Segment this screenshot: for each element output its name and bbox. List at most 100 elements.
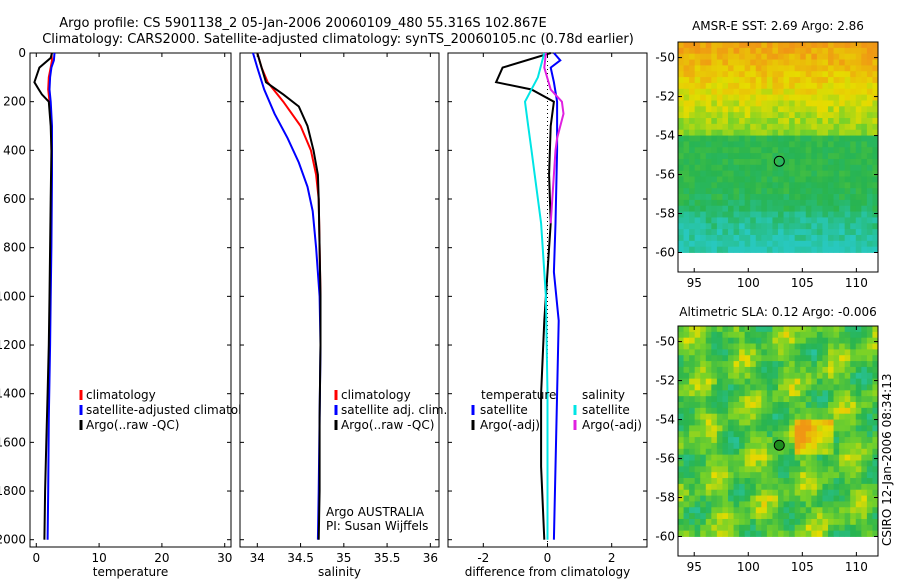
heatmap-cell <box>828 524 834 532</box>
heatmap-cell <box>700 188 707 195</box>
heatmap-cell <box>761 42 768 49</box>
heatmap-cell <box>822 530 829 537</box>
heatmap-cell <box>789 518 796 526</box>
heatmap-cell <box>716 100 723 107</box>
heatmap-cell <box>850 478 857 485</box>
heatmap-cell <box>839 217 846 224</box>
heatmap-cell <box>816 489 823 496</box>
heatmap-cell <box>733 194 740 201</box>
heatmap-cell <box>778 71 784 78</box>
heatmap-cell <box>844 460 851 467</box>
heatmap-cell <box>755 501 762 508</box>
heatmap-cell <box>716 413 723 420</box>
heatmap-cell <box>833 77 840 84</box>
heatmap-cell <box>789 94 796 101</box>
heatmap-cell <box>700 448 707 456</box>
heatmap-cell <box>694 123 701 131</box>
heatmap-cell <box>833 240 840 248</box>
heatmap-cell <box>805 495 812 502</box>
heatmap-cell <box>828 466 834 473</box>
heatmap-cell <box>711 448 718 456</box>
heatmap-cell <box>800 82 807 90</box>
heatmap-cell <box>694 158 701 166</box>
heatmap-cell <box>739 71 746 78</box>
heatmap-cell <box>861 378 868 385</box>
heatmap-cell <box>828 176 834 183</box>
heatmap-cell <box>678 349 684 356</box>
heatmap-cell <box>778 378 784 385</box>
heatmap-cell <box>761 170 768 177</box>
heatmap-cell <box>822 141 829 148</box>
heatmap-cell <box>778 211 784 218</box>
heatmap-cell <box>800 240 807 248</box>
heatmap-cell <box>844 442 851 450</box>
heatmap-cell <box>844 396 851 403</box>
heatmap-cell <box>705 47 712 55</box>
heatmap-cell <box>728 147 734 154</box>
heatmap-cell <box>761 47 768 55</box>
heatmap-cell <box>750 378 757 385</box>
heatmap-cell <box>872 59 879 66</box>
heatmap-cell <box>744 123 751 131</box>
heatmap-cell <box>750 507 757 514</box>
heatmap-cell <box>794 331 801 339</box>
heatmap-cell <box>761 390 768 397</box>
heatmap-cell <box>861 240 868 248</box>
heatmap-cell <box>839 82 846 90</box>
heatmap-cell <box>822 407 829 415</box>
heatmap-cell <box>678 182 684 189</box>
heatmap-cell <box>772 240 779 248</box>
heatmap-cell <box>794 489 801 496</box>
heatmap-cell <box>850 182 857 189</box>
heatmap-cell <box>700 211 707 218</box>
heatmap-cell <box>678 77 684 84</box>
heatmap-cell <box>844 355 851 362</box>
heatmap-cell <box>683 141 690 148</box>
heatmap-cell <box>683 123 690 131</box>
heatmap-cell <box>755 246 762 253</box>
heatmap-cell <box>866 82 873 90</box>
heatmap-cell <box>861 483 868 491</box>
heatmap-cell <box>839 466 846 473</box>
heatmap-cell <box>700 361 707 368</box>
heatmap-cell <box>828 88 834 96</box>
heatmap-cell <box>794 223 801 230</box>
heatmap-cell <box>855 135 862 142</box>
heatmap-cell <box>805 472 812 479</box>
heatmap-cell <box>772 431 779 438</box>
heatmap-cell <box>694 65 701 72</box>
heatmap-cell <box>766 106 773 113</box>
heatmap-cell <box>822 223 829 230</box>
heatmap-cell <box>789 337 796 344</box>
heatmap-cell <box>689 88 696 96</box>
heatmap-cell <box>833 466 840 473</box>
heatmap-cell <box>700 141 707 148</box>
heatmap-cell <box>766 361 773 368</box>
heatmap-cell <box>705 361 712 368</box>
heatmap-cell <box>833 366 840 374</box>
heatmap-cell <box>794 106 801 113</box>
heatmap-cell <box>683 240 690 248</box>
heatmap-cell <box>766 240 773 248</box>
heatmap-cell <box>750 194 757 201</box>
heatmap-cell <box>805 431 812 438</box>
heatmap-cell <box>805 42 812 49</box>
heatmap-cell <box>855 337 862 344</box>
heatmap-cell <box>678 355 684 362</box>
heatmap-cell <box>761 94 768 101</box>
heatmap-cell <box>678 472 684 479</box>
heatmap-cell <box>683 129 690 136</box>
heatmap-cell <box>733 246 740 253</box>
heatmap-cell <box>694 229 701 236</box>
heatmap-cell <box>789 466 796 473</box>
heatmap-cell <box>861 141 868 148</box>
heatmap-cell <box>833 223 840 230</box>
heatmap-cell <box>728 366 734 374</box>
heatmap-cell <box>850 141 857 148</box>
heatmap-cell <box>711 349 718 356</box>
heatmap-cell <box>866 59 873 66</box>
heatmap-cell <box>761 513 768 520</box>
heatmap-cell <box>694 448 701 456</box>
heatmap-cell <box>822 205 829 212</box>
heatmap-cell <box>705 331 712 339</box>
